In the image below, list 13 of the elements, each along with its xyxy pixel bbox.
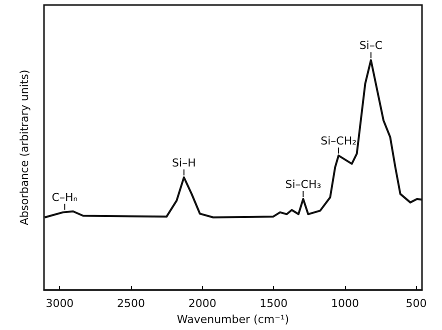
y-axis-title: Absorbance (arbitrary units) [18,70,31,226]
annotation: Si–CH₃ [285,178,322,191]
x-tick-label: 3000 [46,297,74,310]
x-tick-label: 1500 [260,297,288,310]
annotation: Si–CH₂ [320,134,357,148]
annotation: Si–C [359,39,383,52]
x-tick-label: 2000 [188,297,216,310]
x-tick-label: 500 [406,297,427,310]
annotation: C–Hₙ [52,190,78,204]
x-tick-label: 1000 [330,297,359,310]
x-axis-title: Wavenumber (cm⁻¹) [176,313,290,326]
x-tick-label: 2500 [117,297,146,310]
annotation: Si–H [172,156,196,170]
